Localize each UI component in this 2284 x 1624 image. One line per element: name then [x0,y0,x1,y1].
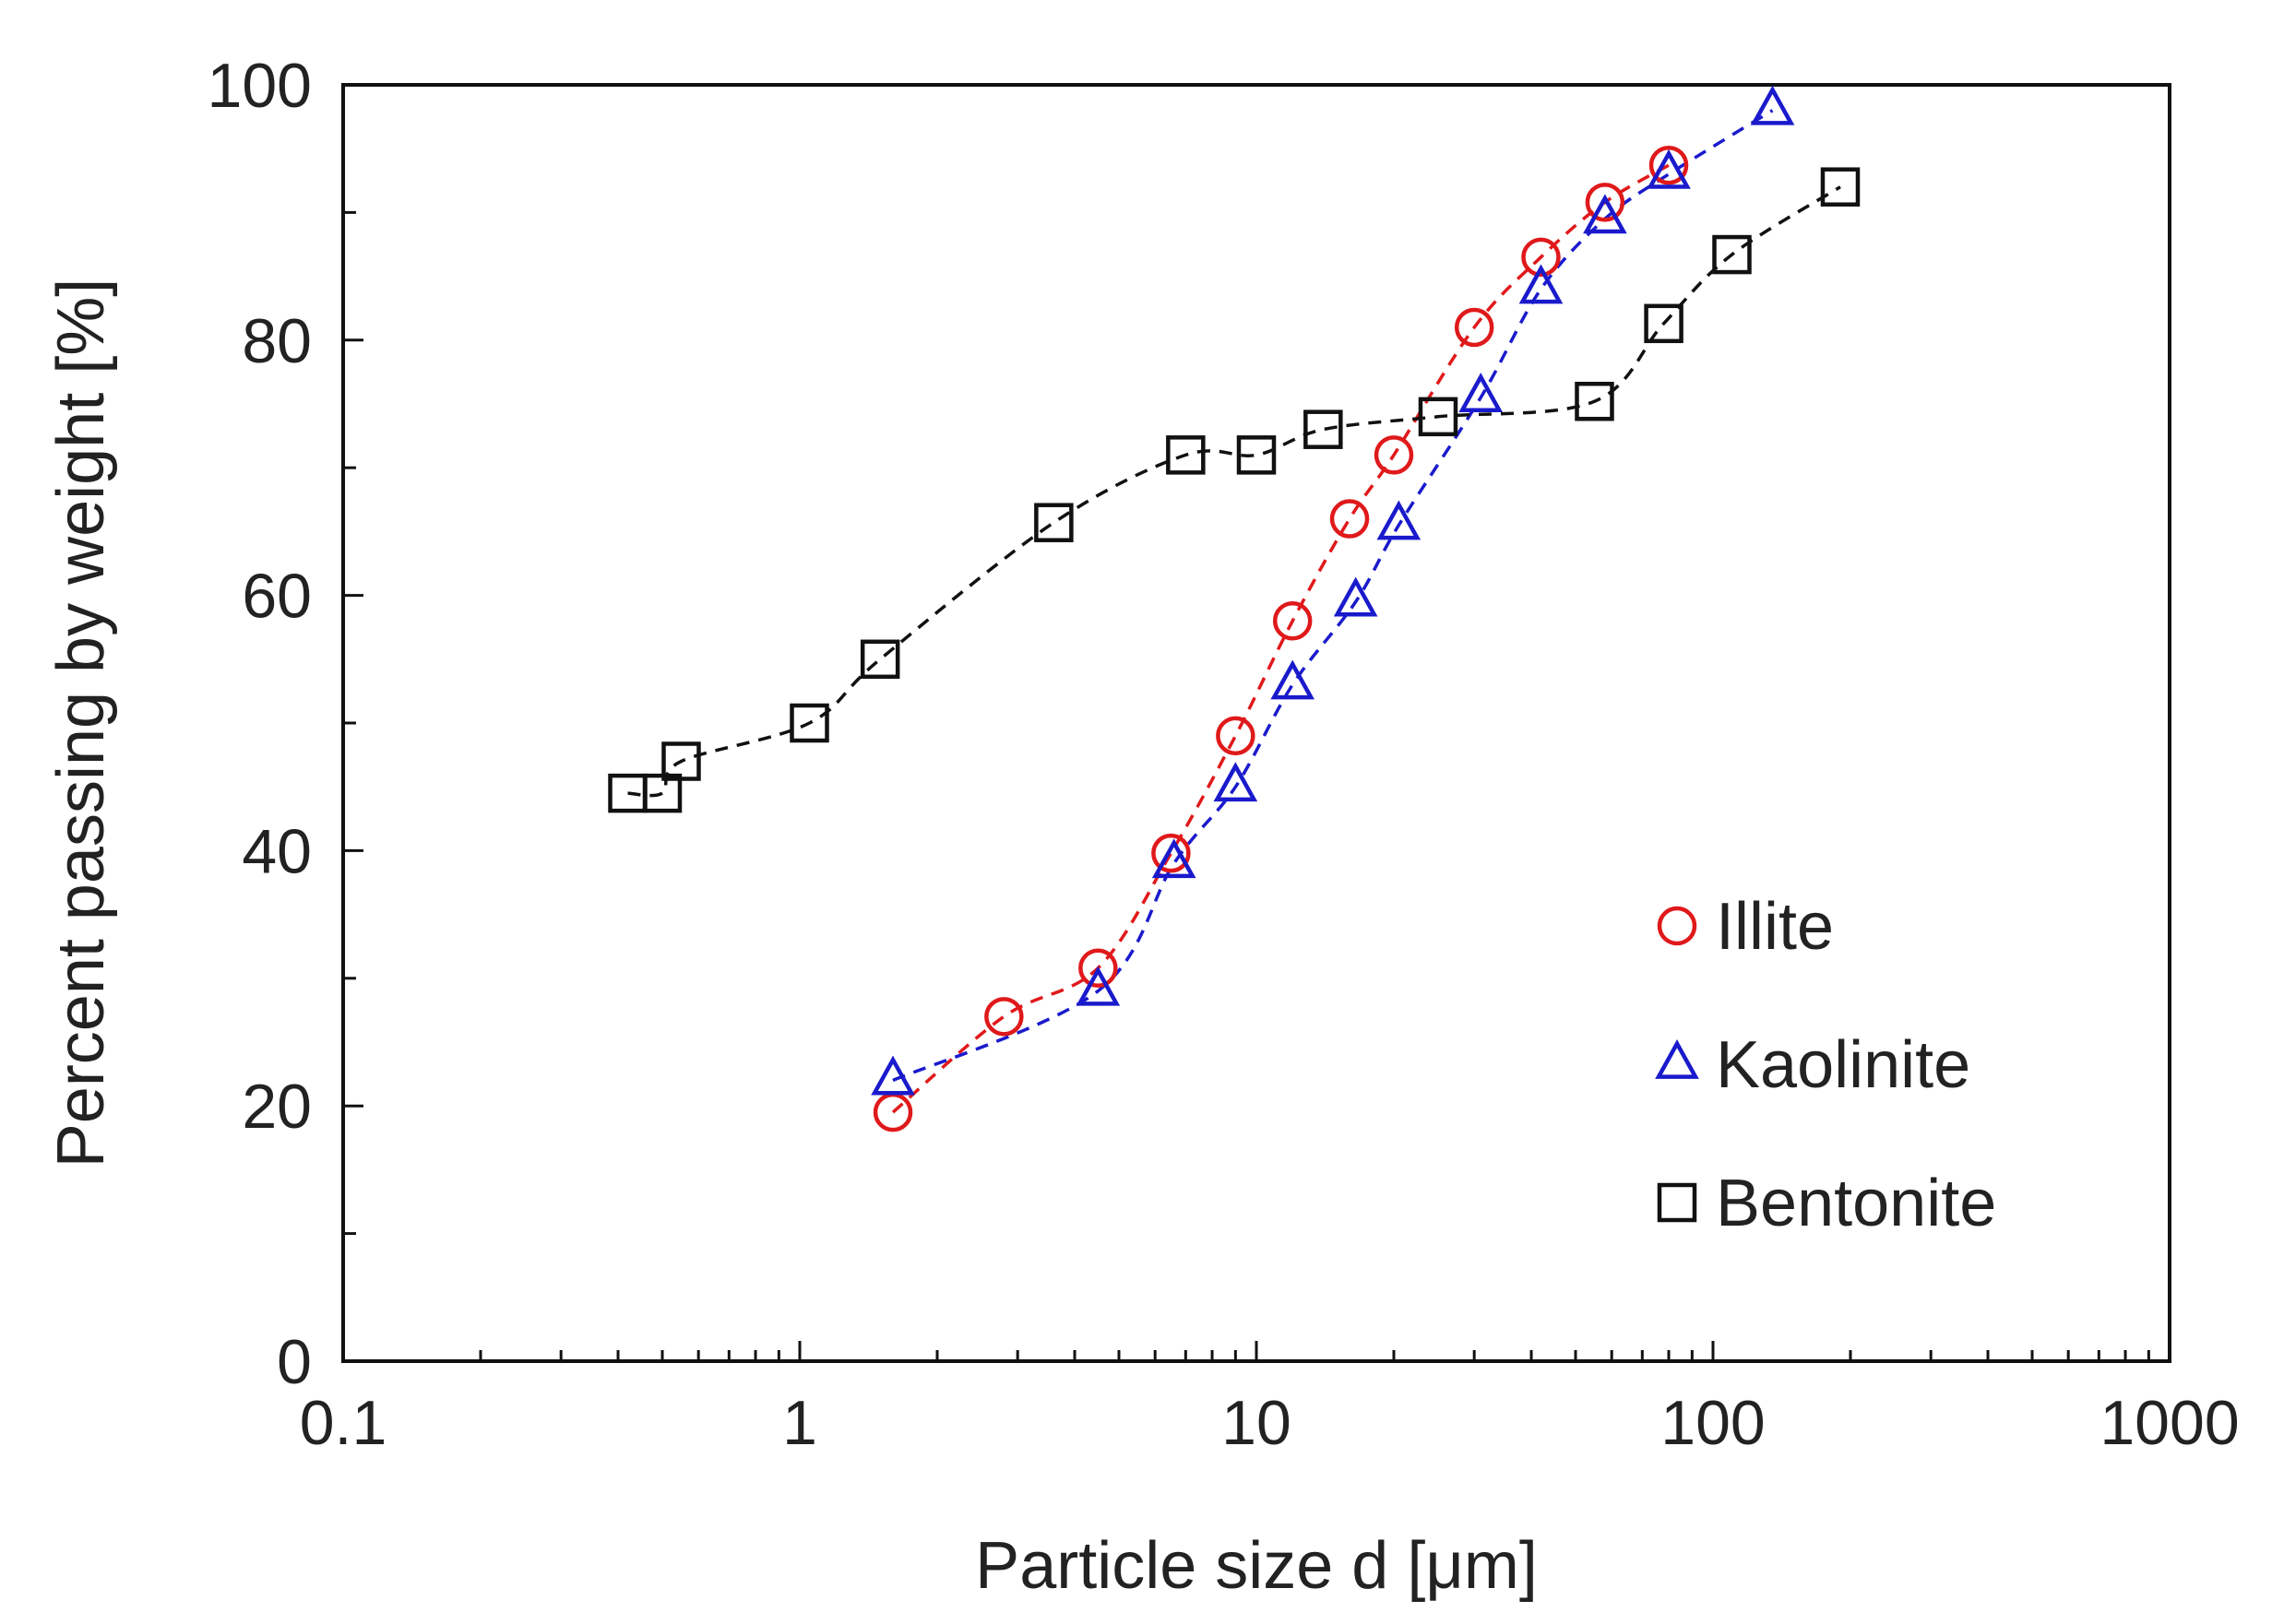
illite-point [1216,716,1255,756]
bentonite-curve [627,185,1841,798]
illite-point [1151,833,1191,873]
illite-points [873,145,1689,1132]
y-tick-label: 0 [277,1327,312,1397]
legend: Illite Kaolinite Bentonite [1655,890,1996,1240]
tick-labels: 0.1 1 10 100 1000 0 20 40 60 80 100 [208,51,2240,1458]
illite-point [1329,499,1370,539]
x-tick-label: 1 [782,1388,817,1458]
kaolinite-point [871,1055,915,1096]
bentonite-point [1166,435,1206,475]
bentonite-point [1712,234,1752,275]
bentonite-point [860,639,900,680]
bentonite-point [790,703,829,743]
y-tick-label: 100 [208,51,312,121]
series-markers [608,85,1861,1132]
y-tick-label: 20 [242,1072,312,1142]
series-curves [627,109,1841,1114]
bentonite-point [1644,303,1683,344]
kaolinite-point [1076,966,1121,1006]
kaolinite-point [1647,148,1691,189]
kaolinite-point [1151,838,1196,879]
kaolinite-point [1458,373,1504,413]
legend-bentonite-label: Bentonite [1716,1167,1996,1240]
legend-kaolinite-label: Kaolinite [1716,1028,1970,1102]
bentonite-point [1575,381,1614,421]
illite-point [984,997,1024,1037]
bentonite-point [642,773,683,813]
illite-point [1585,183,1625,222]
x-tick-label: 100 [1660,1388,1765,1458]
y-tick-label: 60 [242,562,312,632]
x-axis-title: Particle size d [μm] [975,1529,1538,1603]
kaolinite-curve [892,109,1774,1083]
bentonite-point [1418,397,1458,437]
y-tick-label: 40 [242,816,312,886]
illite-curve [891,163,1670,1114]
kaolinite-point [1213,762,1258,802]
illite-point [1272,601,1313,641]
kaolinite-point [1376,500,1422,540]
legend-illite-marker [1657,906,1697,946]
illite-point [1521,237,1561,278]
illite-point [1374,435,1414,475]
kaolinite-point [1270,659,1315,700]
legend-bentonite-marker [1657,1182,1697,1223]
illite-point [1078,948,1118,988]
kaolinite-point [1583,194,1627,234]
chart-axes [341,83,2171,1363]
bentonite-point [1820,167,1861,207]
bentonite-point [661,741,701,781]
bentonite-point [1236,435,1277,475]
x-tick-label: 1000 [2100,1388,2239,1458]
kaolinite-point [1750,85,1795,125]
y-axis-title: Percent passing by weight [%] [44,279,118,1168]
x-tick-label: 0.1 [300,1388,387,1458]
kaolinite-points [871,85,1795,1096]
illite-point [1454,307,1494,348]
y-tick-label: 80 [242,306,312,376]
legend-kaolinite-marker [1655,1039,1699,1079]
kaolinite-point [1518,264,1564,304]
bentonite-point [1303,409,1343,449]
legend-illite-label: Illite [1716,890,1834,964]
bentonite-point [1034,503,1074,542]
illite-point [1648,145,1689,185]
x-tick-label: 10 [1221,1388,1291,1458]
bentonite-points [608,167,1861,813]
kaolinite-point [1333,576,1378,617]
